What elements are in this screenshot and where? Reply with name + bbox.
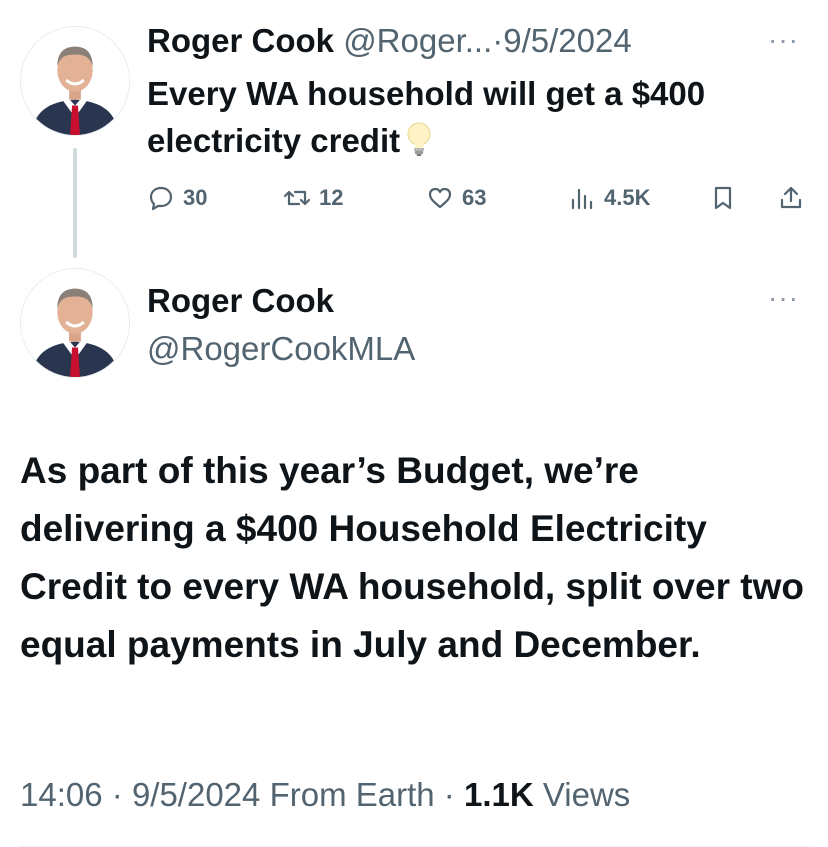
repost-icon xyxy=(283,190,311,206)
avatar-top[interactable] xyxy=(20,26,130,136)
tweet-date[interactable]: 9/5/2024 xyxy=(131,776,261,813)
like-button[interactable]: 63 xyxy=(426,178,486,218)
top-tweet-body: Every WA household will get a $400 elect… xyxy=(147,75,706,159)
views-count: 4.5K xyxy=(604,185,651,210)
person-portrait-icon xyxy=(21,269,129,377)
top-tweet-header: Roger Cook @Roger...·9/5/2024 xyxy=(147,18,632,64)
top-tweet-date[interactable]: 9/5/2024 xyxy=(503,22,632,59)
repost-count: 12 xyxy=(319,185,344,210)
share-button[interactable] xyxy=(777,178,813,218)
tweet-time[interactable]: 14:06 xyxy=(20,776,103,813)
top-author-handle[interactable]: @Roger... xyxy=(343,22,493,59)
views-button[interactable]: 4.5K xyxy=(568,178,650,218)
reply-icon xyxy=(149,186,173,211)
share-icon xyxy=(780,186,802,209)
analytics-icon xyxy=(571,188,593,210)
tweet-meta: 14:06 · 9/5/2024 From Earth · 1.1K Views xyxy=(20,772,630,818)
bookmark-icon xyxy=(714,186,732,210)
avatar-main[interactable] xyxy=(20,268,130,378)
meta-separator: · xyxy=(443,776,455,813)
repost-button[interactable]: 12 xyxy=(283,178,343,218)
header-separator: · xyxy=(492,22,504,59)
more-horizontal-icon[interactable]: ··· xyxy=(768,24,799,55)
like-count: 63 xyxy=(462,185,487,210)
tweet-views-count[interactable]: 1.1K xyxy=(463,776,534,813)
bookmark-button[interactable] xyxy=(709,178,745,218)
more-horizontal-icon[interactable]: ··· xyxy=(768,282,799,313)
main-author-name[interactable]: Roger Cook xyxy=(147,282,335,319)
main-author-handle[interactable]: @RogerCookMLA xyxy=(147,330,416,367)
top-author-name[interactable]: Roger Cook xyxy=(147,22,335,59)
heart-icon xyxy=(428,187,452,209)
tweet-views-label[interactable]: Views xyxy=(542,776,631,813)
meta-separator: · xyxy=(111,776,123,813)
top-tweet-text: Every WA household will get a $400 elect… xyxy=(147,70,807,164)
lightbulb-icon xyxy=(407,122,431,156)
tweet-source: From Earth xyxy=(269,776,435,813)
person-portrait-icon xyxy=(21,27,129,135)
thread-connector-line xyxy=(73,148,77,258)
main-tweet-text: As part of this year’s Budget, we’re del… xyxy=(20,450,804,665)
reply-button[interactable]: 30 xyxy=(147,178,207,218)
reply-count: 30 xyxy=(183,185,208,210)
